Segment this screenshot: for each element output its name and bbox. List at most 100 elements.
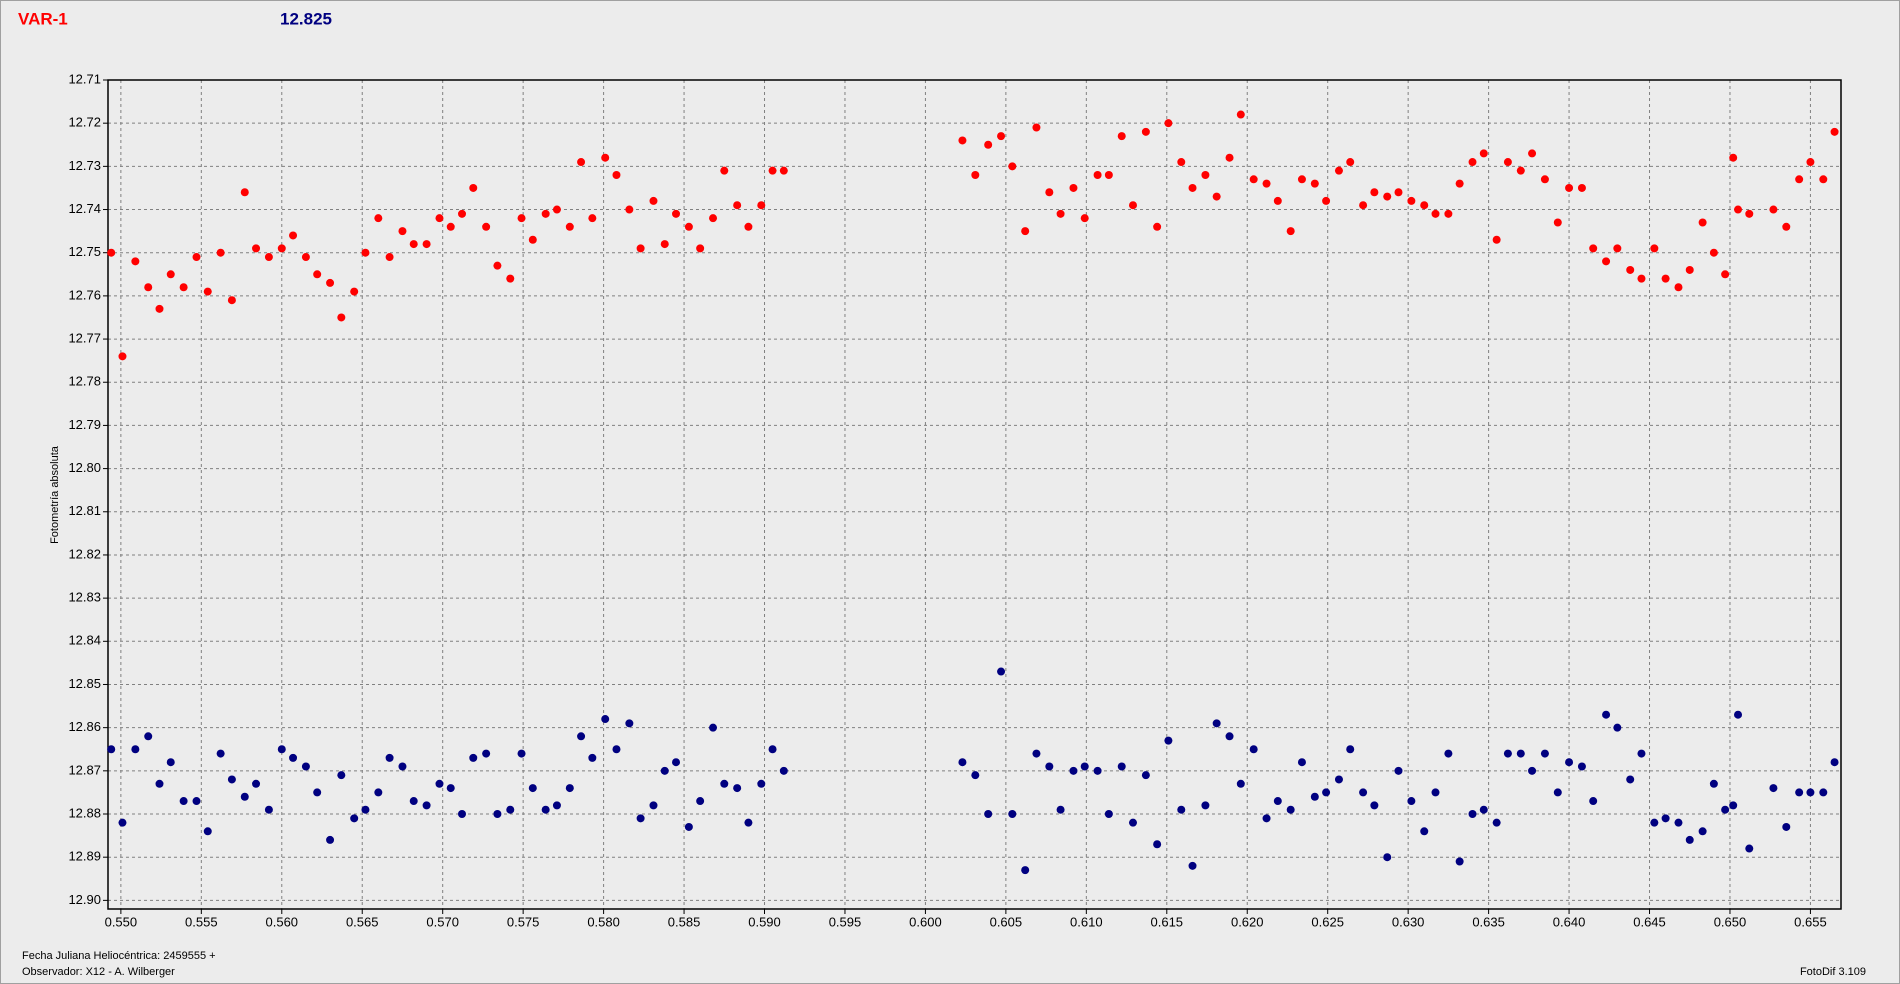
- x-tick-label: 0.610: [1070, 914, 1103, 929]
- data-point: [446, 222, 455, 231]
- data-point: [601, 715, 610, 724]
- data-point: [493, 261, 502, 270]
- data-point: [374, 214, 383, 223]
- data-point: [227, 296, 236, 305]
- data-point: [696, 797, 705, 806]
- data-point: [1734, 205, 1743, 214]
- data-point: [757, 779, 766, 788]
- data-point: [1370, 801, 1379, 810]
- data-point: [720, 166, 729, 175]
- data-point: [1286, 227, 1295, 236]
- data-point: [1516, 749, 1525, 758]
- data-point: [1334, 166, 1343, 175]
- data-point: [422, 240, 431, 249]
- data-point: [118, 818, 127, 827]
- data-point: [733, 201, 742, 210]
- data-point: [469, 753, 478, 762]
- x-tick-label: 0.575: [507, 914, 540, 929]
- data-point: [252, 779, 261, 788]
- data-point: [636, 814, 645, 823]
- x-tick-label: 0.590: [748, 914, 781, 929]
- data-point: [1117, 762, 1126, 771]
- data-point: [313, 788, 322, 797]
- data-point: [1045, 762, 1054, 771]
- y-tick-label: 12.76: [68, 287, 101, 302]
- data-point: [326, 835, 335, 844]
- x-tick-label: 0.655: [1794, 914, 1827, 929]
- data-point: [277, 745, 286, 754]
- data-point: [277, 244, 286, 253]
- data-point: [672, 758, 681, 767]
- data-point: [337, 313, 346, 322]
- x-tick-label: 0.570: [426, 914, 459, 929]
- x-tick-label: 0.555: [185, 914, 218, 929]
- data-point: [398, 227, 407, 236]
- y-tick-label: 12.87: [68, 762, 101, 777]
- y-tick-label: 12.78: [68, 374, 101, 389]
- data-point: [1745, 209, 1754, 218]
- data-point: [350, 814, 359, 823]
- data-point: [1334, 775, 1343, 784]
- data-point: [625, 719, 634, 728]
- data-point: [1492, 818, 1501, 827]
- data-point: [577, 158, 586, 167]
- plot-area: [108, 80, 1841, 909]
- data-point: [144, 732, 153, 741]
- data-point: [1273, 797, 1282, 806]
- data-point: [1431, 209, 1440, 218]
- data-point: [528, 235, 537, 244]
- data-point: [1236, 779, 1245, 788]
- data-point: [1795, 175, 1804, 184]
- data-point: [1188, 861, 1197, 870]
- data-point: [612, 170, 621, 179]
- data-point: [107, 248, 116, 257]
- data-point: [517, 214, 526, 223]
- data-point: [374, 788, 383, 797]
- data-point: [1444, 209, 1453, 218]
- data-point: [577, 732, 586, 741]
- data-point: [1674, 283, 1683, 292]
- data-point: [1479, 149, 1488, 158]
- data-point: [1383, 853, 1392, 862]
- y-tick-label: 12.74: [68, 201, 101, 216]
- data-point: [1455, 179, 1464, 188]
- data-point: [1565, 183, 1574, 192]
- data-point: [1729, 153, 1738, 162]
- data-point: [326, 278, 335, 287]
- y-tick-label: 12.73: [68, 158, 101, 173]
- data-point: [1310, 792, 1319, 801]
- y-tick-label: 12.71: [68, 71, 101, 86]
- data-point: [1431, 788, 1440, 797]
- data-point: [179, 797, 188, 806]
- data-point: [264, 805, 273, 814]
- data-point: [1080, 762, 1089, 771]
- data-point: [1626, 265, 1635, 274]
- data-point: [1201, 170, 1210, 179]
- data-point: [660, 240, 669, 249]
- data-point: [1444, 749, 1453, 758]
- data-point: [179, 283, 188, 292]
- data-point: [1455, 857, 1464, 866]
- data-point: [1153, 222, 1162, 231]
- data-point: [1661, 274, 1670, 283]
- data-point: [1273, 196, 1282, 205]
- data-point: [1468, 810, 1477, 819]
- data-point: [997, 667, 1006, 676]
- data-point: [1322, 196, 1331, 205]
- data-point: [409, 797, 418, 806]
- data-point: [1394, 188, 1403, 197]
- data-point: [552, 205, 561, 214]
- data-point: [166, 758, 175, 767]
- version-note: FotoDif 3.109: [1800, 966, 1866, 978]
- data-point: [1177, 805, 1186, 814]
- x-tick-label: 0.620: [1231, 914, 1264, 929]
- y-tick-label: 12.88: [68, 805, 101, 820]
- data-point: [1709, 248, 1718, 257]
- data-point: [1806, 788, 1815, 797]
- data-point: [1540, 749, 1549, 758]
- chart-title: VAR-1: [18, 9, 68, 28]
- data-point: [744, 818, 753, 827]
- data-point: [131, 257, 140, 266]
- data-point: [361, 248, 370, 257]
- data-point: [1698, 218, 1707, 227]
